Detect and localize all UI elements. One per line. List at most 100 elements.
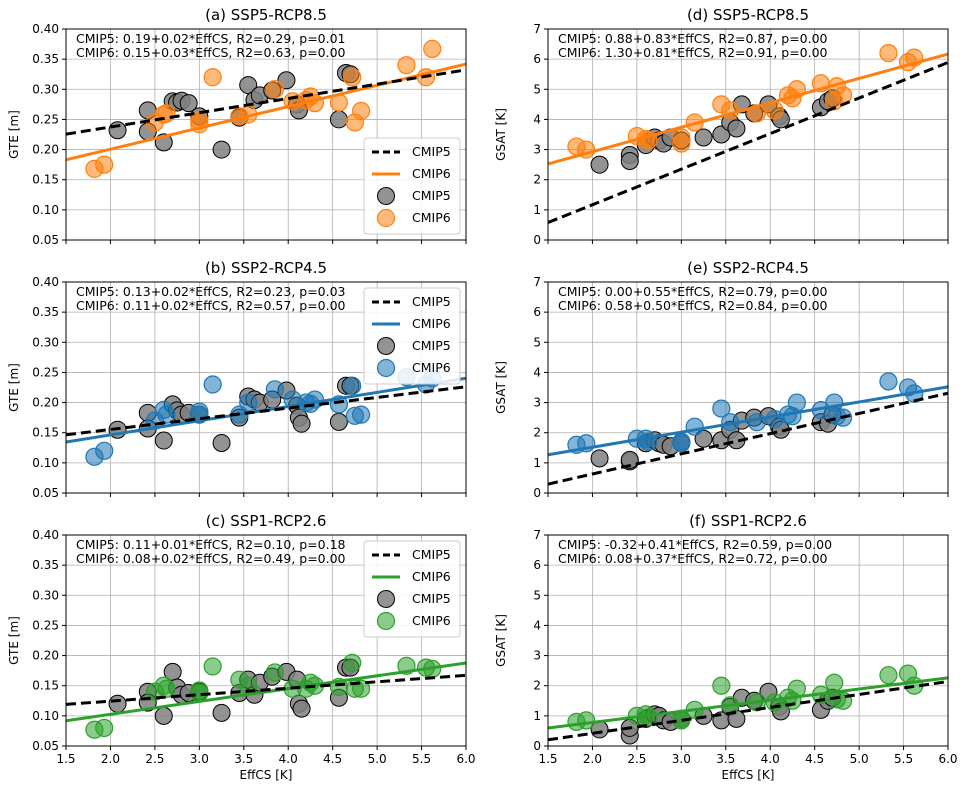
x-tick-label: 4.0 [761,752,780,766]
y-tick-label: 0.30 [32,588,59,602]
legend-label: CMIP5 [412,338,451,353]
cmip5-fit-line [66,673,466,706]
y-tick-label: 0.30 [32,82,59,96]
legend: CMIP5 CMIP6 CMIP5 CMIP6 [363,137,461,235]
legend-cmip5-marker-swatch [377,590,395,608]
cmip6-point [343,68,362,87]
cmip5-point [329,412,348,431]
equation-cmip6: CMIP6: 0.15+0.03*EffCS, R2=0.63, p=0.00 [76,45,346,60]
equation-cmip5: CMIP5: -0.32+0.41*EffCS, R2=0.59, p=0.00 [558,537,832,552]
cmip6-point [879,666,898,685]
cmip5-point [212,703,231,722]
y-tick-label: 0.40 [32,528,59,542]
axes-frame [65,28,467,241]
cmip6-point [747,413,766,432]
legend-label: CMIP6 [412,569,451,584]
y-tick-label: 0.20 [32,649,59,663]
panel-b: 0.05 0.10 0.15 0.20 0.25 0.30 0.35 0.40 (b) SSP2… [7,259,467,500]
cmip6-point [265,663,284,682]
cmip6-point [577,711,596,730]
y-tick-label: 0.15 [32,426,59,440]
equation-cmip5: CMIP5: 0.11+0.01*EffCS, R2=0.10, p=0.18 [76,537,346,552]
plot-area [66,368,466,466]
x-tick-label: 3.5 [716,752,735,766]
cmip5-point [154,706,173,725]
x-tick-label: 3.0 [190,752,209,766]
y-tick-label: 0.35 [32,305,59,319]
y-tick-label: 3 [533,396,541,410]
cmip6-fit-line [66,661,466,723]
cmip6-point [352,101,371,121]
legend-cmip5-marker-swatch [377,187,395,205]
cmip6-point [825,673,844,692]
equation-cmip5: CMIP5: 0.88+0.83*EffCS, R2=0.87, p=0.00 [558,31,828,46]
cmip6-point [879,44,898,63]
x-tick-label: 6.0 [938,752,957,766]
y-tick-label: 1 [533,709,541,723]
legend: CMIP5 CMIP6 CMIP5 CMIP6 [363,540,461,638]
cmip5-point [620,450,639,469]
y-tick-label: 6 [533,558,541,572]
x-tick-label: 6.0 [456,752,475,766]
cmip6-point [343,653,362,672]
cmip6-point [712,399,731,418]
cmip6-point [685,417,704,436]
y-tick-label: 5 [533,588,541,602]
cmip5-fit-line [66,385,466,437]
x-axis-label: EffCS [K] [722,768,775,782]
legend-label: CMIP6 [412,613,451,628]
cmip6-point [239,393,258,412]
x-tick-label: 1.5 [56,752,75,766]
y-tick-label: 2 [533,426,541,440]
x-tick-label: 2.0 [101,752,120,766]
legend-label: CMIP6 [412,316,451,331]
y-tick-label: 7 [533,528,541,542]
cmip6-point [157,679,176,698]
legend-cmip6-marker-swatch [376,358,396,378]
cmip6-point [352,405,371,424]
y-tick-label: 0.05 [32,486,59,500]
plot-area [66,39,466,178]
legend-label: CMIP6 [412,210,451,225]
cmip6-point [712,676,731,695]
y-axis-label: GTE [m] [7,110,21,159]
y-axis-label: GTE [m] [7,363,21,412]
legend-label: CMIP5 [412,547,451,562]
x-axis-label: EffCS [K] [240,768,293,782]
cmip6-point [265,80,284,99]
panel-d: 0 1 2 3 4 5 6 7 (d) SSP5-RCP8.5 GSAT [K] CMIP5: 0.… [494,6,949,247]
y-tick-label: 0.10 [32,203,59,217]
equation-cmip6: CMIP6: 0.11+0.02*EffCS, R2=0.57, p=0.00 [76,298,346,313]
cmip5-point [108,694,127,713]
y-axis-label: GSAT [K] [494,108,508,161]
y-tick-label: 0.35 [32,52,59,66]
equation-cmip5: CMIP5: 0.19+0.02*EffCS, R2=0.29, p=0.01 [76,31,346,46]
y-tick-label: 0.40 [32,275,59,289]
cmip6-point [203,68,222,87]
axes-frame [547,28,949,241]
y-tick-label: 0.15 [32,679,59,693]
y-axis-label: GSAT [K] [494,361,508,414]
plot-area [548,372,948,486]
equation-cmip5: CMIP5: 0.13+0.02*EffCS, R2=0.23, p=0.03 [76,284,346,299]
axes-frame [65,281,467,494]
cmip6-fit-line [548,385,948,457]
cmip5-point [590,155,609,174]
x-tick-label: 1.5 [538,752,557,766]
cmip5-point [108,121,127,140]
y-tick-label: 7 [533,22,541,36]
equation-cmip5: CMIP5: 0.00+0.55*EffCS, R2=0.79, p=0.00 [558,284,828,299]
cmip5-fit-line [548,391,948,486]
cmip6-point [672,128,691,147]
x-tick-label: 2.5 [627,752,646,766]
y-tick-label: 0 [533,486,541,500]
cmip6-point [203,657,222,676]
x-tick-label: 5.5 [894,752,913,766]
legend-label: CMIP6 [412,166,451,181]
y-tick-label: 3 [533,143,541,157]
axes-frame [547,534,949,747]
legend-label: CMIP6 [412,360,451,375]
cmip6-point [879,372,898,391]
cmip5-point [212,433,231,452]
